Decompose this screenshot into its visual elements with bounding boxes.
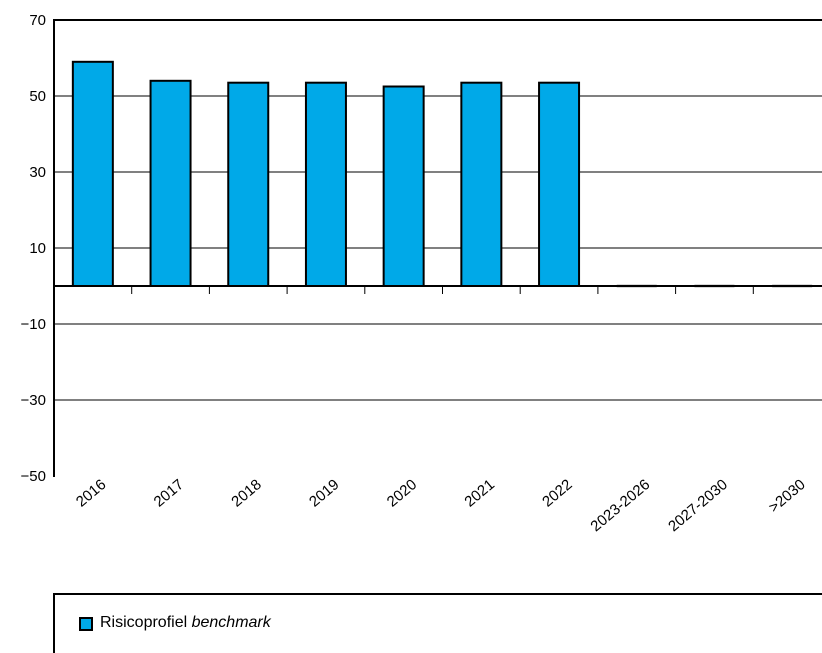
bar [71, 60, 114, 287]
bar [227, 81, 270, 287]
bar [304, 81, 347, 287]
axes [53, 19, 822, 477]
y-tick-label: −30 [21, 392, 46, 409]
bar [538, 81, 581, 287]
x-tick-label: 2017 [151, 476, 187, 510]
x-tick-label: 2021 [461, 476, 497, 510]
y-tick-label: 50 [29, 88, 46, 105]
y-tick-label: 70 [29, 12, 46, 29]
bar [382, 85, 425, 287]
legend-swatch [79, 617, 93, 631]
x-tick-label: 2023-2026 [587, 476, 653, 535]
y-axis-tick-labels: −50 −30 −10 10 30 50 70 [21, 12, 46, 485]
x-tick-label: 2018 [228, 476, 264, 510]
y-tick-label: −10 [21, 316, 46, 333]
x-tick-label: 2020 [384, 476, 420, 510]
x-tick-label: 2016 [73, 476, 109, 510]
x-tick-label: 2022 [539, 476, 575, 510]
bar [149, 79, 192, 287]
y-tick-label: 30 [29, 164, 46, 181]
y-tick-label: 10 [29, 240, 46, 257]
bar [460, 81, 503, 287]
legend-label-italic: benchmark [191, 614, 271, 631]
bars [71, 60, 813, 288]
x-tick-label: 2027-2030 [665, 476, 731, 535]
legend-label: Risicoprofiel benchmark [100, 614, 271, 632]
x-axis-tick-labels: 2016 2017 2018 2019 2020 2021 2022 2023-2026 202… [73, 476, 809, 535]
x-tick-label: >2030 [766, 476, 809, 516]
legend-label-plain: Risicoprofiel [100, 614, 192, 631]
legend: Risicoprofiel benchmark [53, 593, 822, 653]
y-tick-label: −50 [21, 468, 46, 485]
x-tick-label: 2019 [306, 476, 342, 510]
